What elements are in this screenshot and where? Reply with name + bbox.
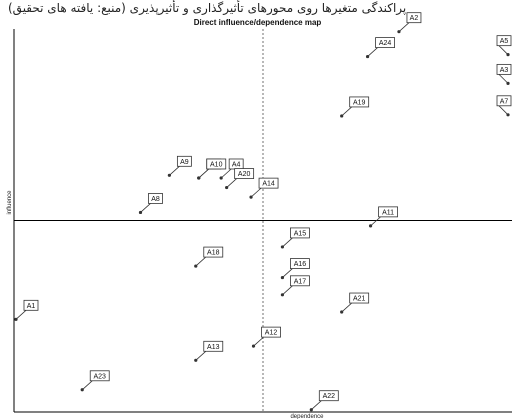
point-label-box-a1 — [23, 299, 39, 311]
point-label-box-a12 — [261, 326, 281, 338]
leader-line-a11 — [370, 216, 381, 227]
data-point-a1 — [14, 317, 18, 321]
data-point-a18 — [194, 264, 198, 268]
leader-line-a8 — [140, 203, 151, 213]
leader-line-a22 — [311, 400, 322, 410]
data-point-a15 — [280, 245, 285, 249]
point-label-box-a19 — [349, 96, 370, 108]
leader-line-a21 — [341, 302, 352, 313]
point-label-a10: A10 — [210, 161, 223, 168]
leader-line-a15 — [282, 237, 293, 248]
data-point-a5 — [506, 53, 510, 57]
point-label-a11: A11 — [382, 209, 394, 216]
point-label-box-a14 — [258, 177, 279, 189]
data-point-a24 — [365, 54, 370, 59]
point-label-box-a24 — [375, 37, 395, 48]
point-label-a14: A14 — [262, 181, 275, 188]
point-label-a9: A9 — [180, 159, 189, 166]
data-point-a16 — [280, 275, 285, 280]
point-label-box-a16 — [290, 258, 310, 269]
leader-line-a16 — [282, 268, 293, 278]
figure-caption: پراکندگی متغیرها روی محورهای تأثیرگذاری … — [0, 0, 515, 19]
point-label-a16: A16 — [294, 261, 307, 268]
data-point-a2 — [397, 30, 401, 34]
leader-line-a1 — [15, 310, 27, 320]
point-label-a8: A8 — [151, 196, 160, 203]
point-label-a17: A17 — [294, 278, 307, 285]
point-label-box-a7 — [496, 95, 512, 107]
data-point-a3 — [506, 81, 510, 85]
point-label-a1: A1 — [27, 303, 36, 310]
point-label-a24: A24 — [379, 40, 392, 47]
leader-line-a10 — [198, 168, 210, 179]
point-label-box-a15 — [290, 227, 310, 239]
leader-line-a4 — [220, 168, 232, 179]
data-point-a7 — [506, 113, 510, 117]
leader-line-a2 — [398, 22, 410, 32]
point-label-box-a21 — [349, 292, 370, 304]
point-label-a19: A19 — [353, 99, 366, 106]
point-label-a13: A13 — [207, 344, 220, 351]
data-point-a22 — [309, 408, 313, 412]
data-point-a11 — [368, 224, 373, 228]
leader-line-a18 — [195, 256, 207, 267]
data-point-a20 — [225, 185, 229, 190]
data-point-a4 — [219, 176, 223, 180]
point-label-a12: A12 — [265, 330, 278, 337]
leader-line-a23 — [81, 380, 93, 391]
point-label-box-a18 — [203, 246, 224, 258]
point-label-box-a9 — [176, 155, 192, 167]
data-point-a21 — [340, 310, 344, 314]
leader-line-a9 — [169, 166, 180, 176]
point-label-box-a8 — [148, 193, 163, 204]
point-label-a18: A18 — [207, 250, 220, 257]
leader-line-a24 — [367, 47, 378, 57]
point-label-a5: A5 — [500, 38, 509, 45]
point-label-a22: A22 — [323, 393, 336, 400]
data-point-a13 — [194, 358, 198, 362]
point-label-a20: A20 — [238, 171, 251, 178]
x-axis-label: dependence — [290, 414, 324, 419]
data-point-a10 — [197, 176, 201, 180]
point-label-box-a10 — [206, 158, 227, 170]
point-label-box-a20 — [234, 168, 255, 179]
point-label-a4: A4 — [232, 161, 241, 168]
point-label-a23: A23 — [93, 373, 106, 380]
point-label-box-a17 — [290, 275, 310, 287]
point-label-a15: A15 — [294, 230, 307, 237]
leader-line-a20 — [226, 178, 237, 188]
data-point-a8 — [138, 210, 143, 215]
leader-line-a17 — [282, 285, 293, 296]
leader-line-a14 — [250, 187, 262, 198]
point-label-box-a2 — [406, 12, 422, 24]
data-point-a23 — [80, 388, 84, 392]
data-point-a14 — [249, 195, 253, 199]
figure-caption-text: پراکندگی متغیرها روی محورهای تأثیرگذاری … — [8, 1, 407, 15]
y-axis-label: influence — [7, 190, 13, 215]
data-point-a17 — [280, 293, 285, 297]
leader-line-a12 — [253, 336, 264, 347]
point-label-box-a23 — [89, 370, 110, 382]
point-label-box-a22 — [318, 390, 339, 402]
chart-title: Direct influence/dependence map — [193, 18, 322, 27]
data-point-a19 — [340, 114, 344, 118]
point-label-box-a11 — [378, 206, 398, 218]
point-label-a3: A3 — [500, 67, 509, 74]
point-label-a21: A21 — [353, 296, 366, 303]
point-label-a2: A2 — [410, 15, 419, 22]
point-label-box-a3 — [496, 63, 512, 75]
data-point-a12 — [251, 344, 256, 348]
point-label-box-a13 — [203, 340, 224, 352]
data-point-a9 — [167, 173, 171, 177]
leader-line-a3 — [498, 74, 509, 84]
point-label-a7: A7 — [500, 98, 509, 105]
leader-line-a13 — [195, 350, 207, 361]
point-label-box-a5 — [496, 35, 512, 47]
leader-line-a19 — [341, 106, 352, 117]
leader-line-a5 — [498, 45, 509, 55]
leader-line-a7 — [498, 105, 509, 116]
